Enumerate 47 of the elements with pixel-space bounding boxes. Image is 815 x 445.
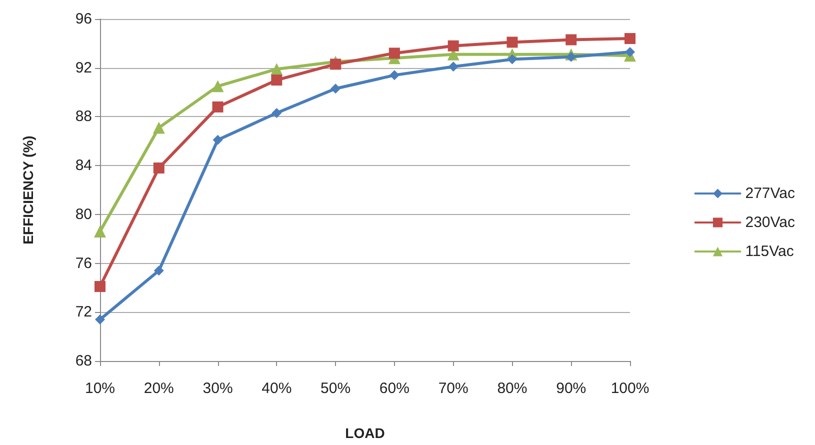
point (94, 280, 106, 292)
x-tick-label: 50% (320, 380, 351, 397)
x-tick-label: 30% (202, 380, 233, 397)
y-tick-label: 88 (75, 108, 92, 126)
point (270, 63, 283, 76)
point (624, 33, 636, 44)
point (212, 134, 223, 145)
legend-label: 115Vac (745, 243, 794, 260)
point (212, 80, 224, 92)
point (330, 84, 341, 94)
point (152, 122, 165, 134)
point (271, 74, 282, 86)
point (94, 226, 106, 238)
point (448, 62, 458, 72)
x-tick-label: 90% (556, 380, 586, 397)
y-tick-label: 80 (75, 206, 92, 223)
y-tick-label: 92 (75, 59, 92, 76)
point (330, 58, 342, 70)
x-tick-label: 40% (262, 380, 292, 397)
x-tick-label: 80% (497, 380, 528, 397)
point (154, 266, 164, 276)
x-tick-label: 100% (610, 380, 650, 397)
legend-label: 230Vac (745, 214, 796, 231)
point (153, 162, 164, 174)
point (625, 46, 635, 57)
y-tick-label: 68 (75, 352, 92, 370)
point (507, 54, 518, 64)
point (212, 101, 224, 112)
y-tick-label: 84 (75, 157, 92, 174)
point (388, 48, 400, 59)
x-tick-label: 60% (379, 380, 410, 397)
x-axis-title: LOAD (345, 425, 385, 441)
point (566, 52, 576, 62)
point (95, 314, 105, 324)
point (272, 108, 282, 118)
y-tick-label: 72 (75, 304, 92, 321)
y-axis-title: EFFICIENCY (%) (20, 136, 36, 244)
x-tick-label: 20% (144, 380, 174, 397)
point (566, 34, 577, 46)
y-tick-label: 76 (75, 254, 92, 272)
x-tick-label: 10% (84, 380, 116, 397)
point (448, 40, 459, 52)
point (389, 70, 400, 80)
point (506, 36, 518, 48)
legend-label: 277Vac (745, 185, 796, 202)
x-tick-label: 70% (438, 380, 468, 397)
y-tick-label: 96 (75, 10, 92, 28)
